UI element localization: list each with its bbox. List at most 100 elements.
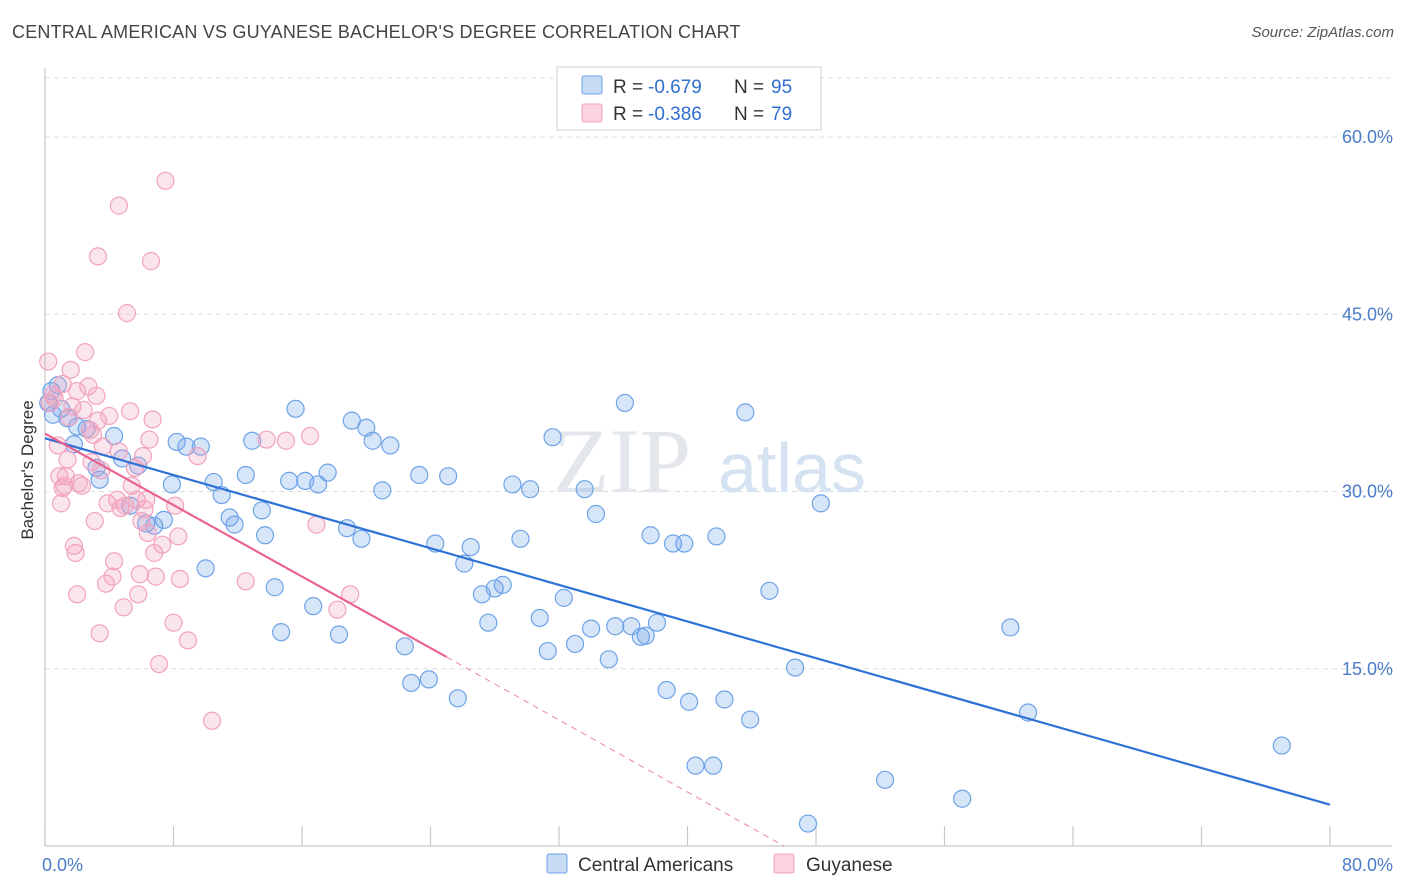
- point-guyanese-3: [45, 389, 64, 408]
- point-guyanese-24: [85, 511, 104, 531]
- point-central-americans-42: [352, 529, 371, 548]
- point-central-americans-82: [680, 692, 699, 711]
- point-central-americans-69: [582, 619, 601, 638]
- point-central-americans-87: [736, 403, 755, 422]
- point-guyanese-46: [130, 565, 149, 584]
- point-guyanese-11: [61, 360, 80, 379]
- point-guyanese-40: [117, 304, 137, 323]
- point-guyanese-74: [109, 196, 128, 215]
- point-guyanese-6: [51, 494, 71, 513]
- point-central-americans-90: [786, 658, 805, 677]
- point-central-americans-46: [381, 436, 400, 455]
- point-central-americans-44: [363, 431, 382, 450]
- point-central-americans-47: [395, 637, 414, 656]
- bottom-legend-central-americans: Central Americans: [578, 855, 733, 876]
- point-central-americans-85: [707, 527, 726, 546]
- point-guyanese-17: [72, 476, 92, 495]
- point-central-americans-18: [162, 475, 181, 494]
- point-guyanese-10: [59, 408, 79, 427]
- point-central-americans-22: [196, 559, 215, 578]
- point-guyanese-56: [146, 567, 165, 586]
- point-guyanese-52: [140, 430, 159, 449]
- point-central-americans-97: [1272, 736, 1291, 755]
- point-central-americans-79: [657, 680, 676, 700]
- point-guyanese-76: [53, 478, 72, 498]
- point-central-americans-65: [543, 428, 562, 447]
- series-central-americans: [39, 376, 1291, 833]
- point-guyanese-70: [300, 426, 320, 446]
- point-central-americans-63: [530, 608, 549, 628]
- legend-swatch-central-americans: [581, 75, 603, 95]
- point-central-americans-57: [479, 613, 498, 632]
- point-guyanese-47: [132, 511, 151, 531]
- point-central-americans-67: [565, 634, 585, 654]
- point-guyanese-58: [153, 535, 172, 554]
- point-central-americans-29: [252, 501, 271, 520]
- bottom-swatch-central-americans: [546, 853, 568, 874]
- stats-legend: R = -0.679 N = 95 R = -0.386 N = 79: [556, 66, 822, 131]
- point-central-americans-61: [511, 529, 530, 548]
- point-guyanese-30: [96, 574, 116, 593]
- point-central-americans-52: [439, 467, 458, 486]
- axes: [44, 68, 1392, 847]
- point-central-americans-45: [373, 481, 392, 500]
- legend-n-value-0: 95: [771, 77, 792, 98]
- legend-r-label-1: R =: [613, 104, 643, 125]
- point-central-americans-84: [704, 756, 723, 775]
- point-central-americans-34: [286, 399, 305, 418]
- point-guyanese-54: [143, 410, 162, 429]
- point-guyanese-78: [58, 450, 77, 469]
- point-guyanese-63: [170, 569, 190, 589]
- point-central-americans-60: [503, 475, 522, 494]
- watermark-zip: ZIP: [553, 410, 691, 512]
- point-central-americans-76: [636, 626, 655, 645]
- point-guyanese-69: [276, 431, 296, 450]
- legend-r-label-0: R =: [613, 77, 643, 98]
- point-guyanese-60: [164, 613, 183, 632]
- point-guyanese-13: [64, 536, 84, 555]
- point-central-americans-26: [220, 508, 239, 527]
- point-central-americans-78: [647, 613, 667, 632]
- point-central-americans-55: [461, 537, 480, 557]
- point-guyanese-25: [88, 411, 108, 430]
- point-central-americans-71: [599, 650, 618, 669]
- point-guyanese-32: [100, 406, 119, 426]
- point-guyanese-75: [88, 247, 108, 266]
- bottom-legend-guyanese: Guyanese: [806, 855, 893, 876]
- point-guyanese-38: [114, 598, 133, 617]
- point-guyanese-15: [68, 585, 87, 604]
- point-guyanese-57: [149, 654, 169, 674]
- legend-swatch-guyanese: [581, 103, 603, 123]
- point-guyanese-7: [53, 374, 72, 394]
- point-central-americans-88: [741, 710, 760, 729]
- x-tick-label-0: 0.0%: [42, 855, 83, 875]
- tick-labels: 15.0% 30.0% 45.0% 60.0% 0.0% 80.0%: [42, 127, 1393, 875]
- point-central-americans-81: [675, 534, 694, 553]
- point-guyanese-50: [137, 490, 156, 509]
- point-guyanese-27: [87, 386, 106, 405]
- point-central-americans-91: [798, 814, 818, 833]
- point-central-americans-62: [520, 480, 540, 499]
- legend-r-value-0: -0.679: [648, 77, 702, 98]
- point-central-americans-77: [641, 526, 660, 545]
- legend-n-label-0: N =: [734, 77, 764, 98]
- point-central-americans-41: [342, 411, 361, 430]
- point-central-americans-59: [493, 575, 512, 594]
- point-central-americans-86: [715, 690, 734, 709]
- point-central-americans-73: [615, 393, 634, 413]
- point-central-americans-10: [90, 470, 109, 489]
- point-guyanese-0: [39, 352, 58, 371]
- point-central-americans-66: [554, 588, 573, 607]
- point-central-americans-92: [811, 494, 830, 513]
- point-guyanese-51: [138, 523, 157, 542]
- watermark: ZIP atlas: [553, 410, 866, 512]
- point-central-americans-89: [760, 581, 779, 600]
- point-central-americans-93: [875, 770, 895, 789]
- point-guyanese-53: [141, 252, 161, 271]
- point-central-americans-83: [686, 756, 705, 775]
- bottom-swatch-guyanese: [773, 853, 795, 874]
- point-central-americans-37: [308, 475, 328, 494]
- point-central-americans-33: [280, 471, 299, 491]
- point-guyanese-64: [178, 631, 198, 650]
